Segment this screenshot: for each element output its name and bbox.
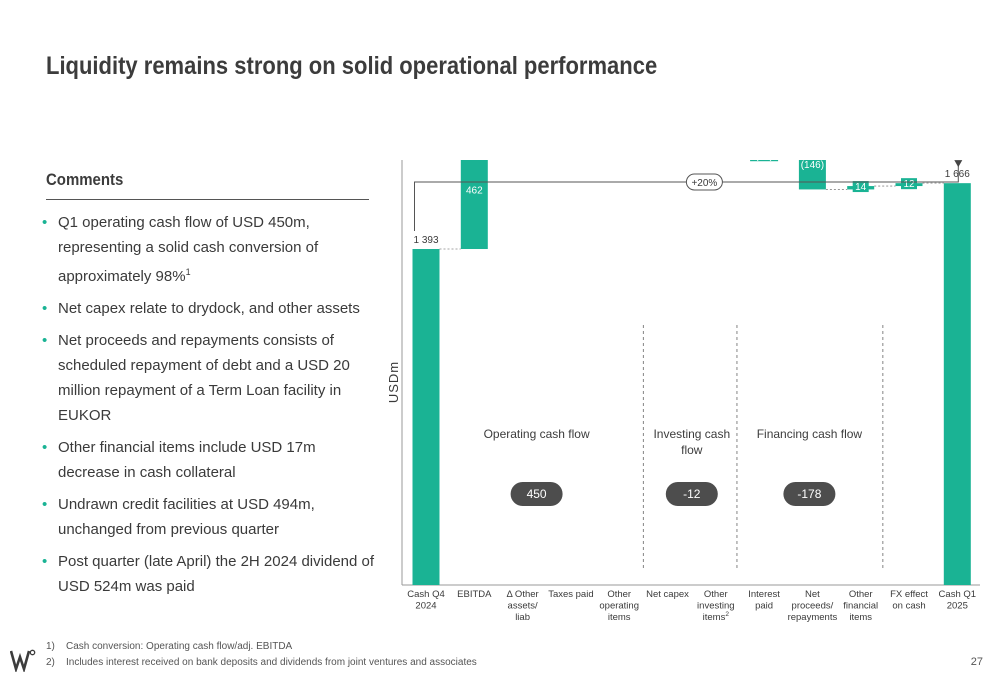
category-label: Other financial items (843, 589, 878, 623)
group-total-pill (510, 482, 563, 506)
data-label-box (750, 160, 779, 162)
category-label: Cash Q1 2025 (939, 589, 977, 612)
slide-title: Liquidity remains strong on solid operat… (46, 52, 658, 80)
data-label: 462 (466, 185, 483, 196)
category-label: FX effect on cash (890, 589, 928, 612)
group-total-pill (783, 482, 836, 506)
bullet-dot-icon: • (42, 553, 48, 570)
comment-text: Other financial items include USD 17m de… (58, 439, 316, 481)
comment-bullet-4: • Other financial items include USD 17m d… (40, 435, 380, 485)
footnotes: 1) Cash conversion: Operating cash flow/a… (46, 639, 477, 671)
growth-bracket (414, 161, 959, 232)
comment-text: Net proceeds and repayments consists of … (58, 332, 350, 424)
category-label: Δ Other assets/liab (506, 589, 538, 623)
data-label: 12 (903, 179, 915, 190)
wallenius-w-logo-icon (10, 649, 36, 672)
group-title: Investing cash flow (653, 427, 730, 457)
data-label: 1 393 (413, 235, 438, 246)
category-label: Interest paid (748, 589, 780, 612)
data-label: 1 666 (945, 169, 970, 180)
footnote-text: Cash conversion: Operating cash flow/adj… (66, 641, 293, 652)
growth-badge (685, 173, 723, 191)
growth-arrow-icon (954, 160, 963, 168)
bar (798, 160, 826, 190)
footnote-number: 1) (46, 641, 55, 652)
footnote-1: 1) Cash conversion: Operating cash flow/a… (46, 639, 477, 655)
category-label: Cash Q4 2024 (407, 589, 445, 612)
comments-divider (46, 199, 369, 200)
group-total-value: 450 (527, 487, 547, 501)
bar (943, 183, 971, 585)
bar (412, 249, 440, 585)
comment-bullet-1: • Q1 operating cash flow of USD 450m, rep… (40, 210, 380, 289)
comments-list: • Q1 operating cash flow of USD 450m, rep… (40, 210, 380, 606)
data-label: (46) (755, 160, 773, 162)
comment-text: Post quarter (late April) the 2H 2024 di… (58, 553, 375, 595)
comment-bullet-2: • Net capex relate to drydock, and other … (40, 296, 380, 321)
comment-text: Undrawn credit facilities at USD 494m, u… (58, 496, 315, 538)
data-label: 14 (855, 182, 867, 193)
data-label: (146) (801, 160, 824, 171)
bullet-dot-icon: • (42, 439, 48, 456)
group-title: Financing cash flow (757, 427, 863, 441)
comment-text: Q1 operating cash flow of USD 450m, repr… (58, 214, 319, 285)
category-label: EBITDA (457, 589, 492, 600)
group-total-value: -12 (683, 487, 701, 501)
group-title: Operating cash flow (484, 427, 590, 441)
category-label: Taxes paid (548, 589, 593, 600)
bar (460, 160, 488, 250)
footnote-2: 2) Includes interest received on bank dep… (46, 655, 477, 671)
group-total-pill (665, 482, 718, 506)
bullet-dot-icon: • (42, 214, 48, 231)
category-label: Other investing items2 (697, 589, 735, 623)
footnote-number: 2) (46, 657, 55, 668)
page-number: 27 (970, 656, 983, 668)
bullet-dot-icon: • (42, 300, 48, 317)
category-label: Other operating items (599, 589, 639, 623)
bullet-dot-icon: • (42, 496, 48, 513)
comment-bullet-5: • Undrawn credit facilities at USD 494m, … (40, 492, 380, 542)
footnote-ref: 1 (185, 267, 191, 277)
category-label: Net capex (646, 589, 689, 600)
y-axis-label: USDm (386, 361, 401, 403)
data-label-box (901, 178, 917, 190)
comment-text: Net capex relate to drydock, and other a… (58, 300, 360, 317)
growth-annotation: +20% (691, 178, 717, 189)
category-label: Net proceeds/repayments (788, 589, 838, 623)
comment-bullet-6: • Post quarter (late April) the 2H 2024 d… (40, 549, 380, 599)
comment-bullet-3: • Net proceeds and repayments consists of… (40, 328, 380, 428)
group-total-value: -178 (797, 487, 821, 501)
data-label-box (852, 181, 869, 193)
footnote-text: Includes interest received on bank depos… (66, 657, 477, 668)
bullet-dot-icon: • (42, 332, 48, 349)
comments-heading: Comments (46, 170, 124, 189)
